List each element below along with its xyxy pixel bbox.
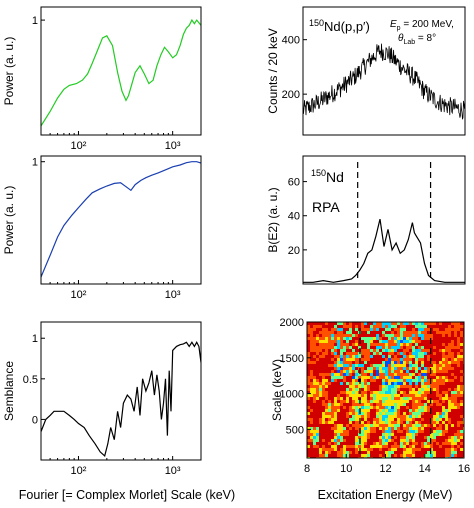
x-tick-label: 12: [379, 463, 391, 475]
x-tick-label: 14: [419, 463, 431, 475]
x-tick-label: 10³: [165, 289, 181, 301]
beam-energy-annotation: Ep = 200 MeV,: [390, 19, 454, 32]
x-tick-label: 16: [458, 463, 470, 475]
y-axis-label: Power (a. u.): [2, 186, 16, 255]
x-tick-label: 10³: [165, 465, 181, 477]
model-annotation: RPA: [312, 199, 340, 215]
series-line: [303, 218, 465, 283]
series-line: [303, 43, 465, 120]
bottom-label-left: Fourier [= Complex Morlet] Scale (keV): [19, 488, 235, 502]
plot-area: [303, 43, 465, 120]
x-tick-label: 10²: [71, 289, 87, 301]
plot-frame: [40, 6, 202, 136]
y-tick-label: 500: [286, 424, 304, 436]
x-tick-label: 10: [340, 463, 352, 475]
y-tick-label: 60: [288, 177, 300, 189]
y-tick-label: 400: [282, 35, 300, 47]
y-tick-label: 1: [32, 333, 38, 345]
y-tick-label: 40: [288, 211, 300, 223]
y-tick-label: 2000: [280, 317, 304, 329]
y-tick-label: 0: [32, 414, 38, 426]
plot-area: [41, 18, 201, 127]
bottom-label-right: Excitation Energy (MeV): [318, 488, 453, 502]
plot-frame: [40, 321, 202, 461]
panels: Power (a. u.) 1 10² 10³ Power (a. u.) 1 10² 10³…: [2, 6, 470, 477]
chart-power-spectrum-rpa: Power (a. u.) 1 10² 10³: [2, 155, 202, 301]
y-axis-label: Semblance: [2, 361, 16, 421]
y-tick-label: 1000: [280, 389, 304, 401]
y-tick-label: 0.5: [23, 374, 38, 386]
chart-wavelet-map: Scale (keV)500 1000 1500 2000 8 10 12 14 16: [270, 317, 470, 475]
y-axis-label: Scale (keV): [270, 359, 284, 421]
plot-frame: [40, 155, 202, 285]
y-tick-label: 1: [32, 157, 38, 169]
chart-counts-spectrum: Counts / 20 keV 200 400 150Nd(p,p′) Ep = 200…: [266, 6, 466, 136]
plot-area: [41, 341, 201, 458]
chart-be2-rpa: B(E2) (a. u.) 20 40 60 150Nd RPA: [266, 155, 466, 285]
series-line: [41, 161, 201, 278]
y-tick-label: 200: [282, 89, 300, 101]
series-line: [41, 18, 201, 127]
y-tick-label: 1: [32, 15, 38, 27]
x-tick-label: 10²: [71, 465, 87, 477]
plot-frame: [302, 155, 466, 285]
plot-area: [41, 161, 201, 278]
angle-annotation: θLab = 8°: [398, 33, 436, 46]
y-axis-label: Counts / 20 keV: [266, 28, 280, 113]
x-tick-label: 10³: [165, 140, 181, 152]
y-axis-label: B(E2) (a. u.): [266, 187, 280, 252]
plot-frame: [302, 6, 466, 136]
chart-power-spectrum-data: Power (a. u.) 1 10² 10³: [2, 6, 202, 152]
plot-area: [303, 218, 465, 283]
y-tick-label: 1500: [280, 353, 304, 365]
chart-semblance: Semblance 0 0.5 1 10² 10³: [2, 321, 202, 477]
plot-frame: [306, 321, 465, 459]
y-axis-label: Power (a. u.): [2, 37, 16, 106]
series-line: [41, 341, 201, 458]
y-tick-label: 20: [288, 245, 300, 257]
reaction-annotation: 150Nd(p,p′): [309, 18, 370, 34]
x-tick-label: 8: [304, 463, 310, 475]
plot-area: [307, 322, 464, 458]
isotope-annotation: 150Nd: [311, 168, 344, 185]
x-tick-label: 10²: [71, 140, 87, 152]
